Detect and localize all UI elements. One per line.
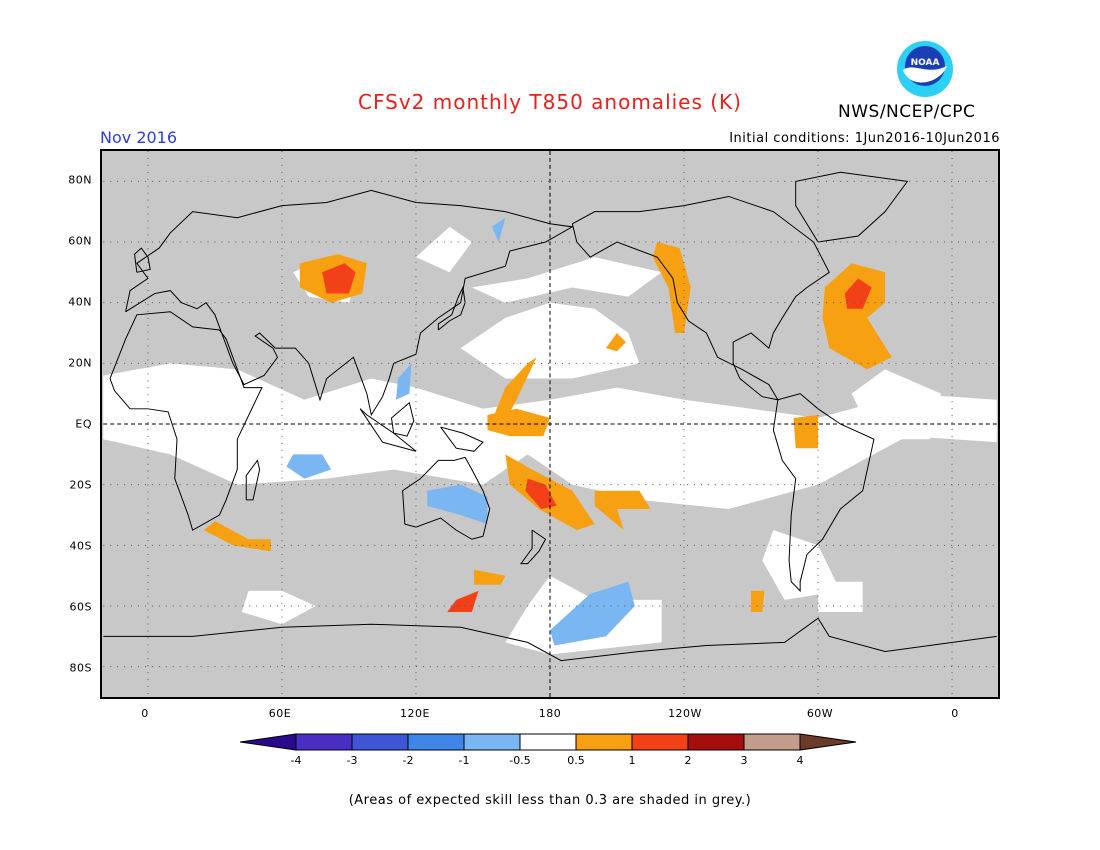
near-zero-area xyxy=(818,581,863,613)
anomaly-shading xyxy=(203,217,892,646)
noaa-logo: NOAA xyxy=(897,41,953,97)
colorbar-tick-label: 1 xyxy=(628,754,636,767)
coastline xyxy=(359,408,417,452)
coastline xyxy=(520,529,547,565)
logo-text: NOAA xyxy=(911,58,940,68)
near-zero-area xyxy=(415,226,472,273)
coastline xyxy=(109,311,263,531)
colorbar-tick-label: 3 xyxy=(740,754,748,767)
colorbar-bin xyxy=(351,733,409,751)
colorbar-bin xyxy=(743,733,801,751)
map-panel xyxy=(100,149,1000,699)
longitude-tick-label: 180 xyxy=(538,707,562,720)
anomaly-patch xyxy=(525,478,557,509)
latitude-tick-label: 80N xyxy=(68,173,92,187)
latitude-tick-label: 60S xyxy=(69,600,92,614)
longitude-tick-label: 0 xyxy=(141,707,149,720)
agency-label: NWS/NCEP/CPC xyxy=(838,102,976,122)
anomaly-patch xyxy=(286,454,332,479)
colorbar-tick-label: -2 xyxy=(402,754,414,767)
coastline xyxy=(134,247,151,273)
colorbar-bin xyxy=(463,733,521,751)
anomaly-patch xyxy=(447,590,479,613)
colorbar-right-extension xyxy=(799,733,857,751)
latitude-tick-label: 80S xyxy=(69,661,92,675)
coastline xyxy=(103,617,997,662)
coastline xyxy=(390,401,415,437)
near-zero-area xyxy=(471,257,662,303)
forecast-period: Nov 2016 xyxy=(100,128,178,147)
near-zero-area xyxy=(851,369,941,440)
longitude-tick-label: 60W xyxy=(806,707,834,720)
anomaly-patch xyxy=(474,569,506,585)
anomaly-patch xyxy=(395,363,412,400)
anomaly-patch xyxy=(844,278,872,309)
longitude-tick-label: 120E xyxy=(400,707,430,720)
latitude-tick-label: 40N xyxy=(68,295,92,309)
near-zero-area xyxy=(241,590,316,625)
latitude-tick-label: 20N xyxy=(68,356,92,370)
colorbar-bin xyxy=(687,733,745,751)
skill-footnote: (Areas of expected skill less than 0.3 a… xyxy=(348,793,752,808)
anomaly-patch xyxy=(605,332,626,352)
colorbar xyxy=(240,733,857,751)
coastlines xyxy=(103,171,997,662)
latitude-tick-label: 20S xyxy=(69,478,92,492)
anomaly-patch xyxy=(203,521,271,552)
anomaly-patch xyxy=(322,263,356,294)
colorbar-bin xyxy=(407,733,465,751)
coastline xyxy=(440,426,484,452)
longitude-tick-label: 120W xyxy=(668,707,702,720)
colorbar-tick-label: -0.5 xyxy=(509,754,531,767)
colorbar-bin xyxy=(519,733,577,751)
colorbar-tick-label: 0.5 xyxy=(567,754,585,767)
anomaly-patch xyxy=(494,357,537,434)
coastline xyxy=(245,459,261,501)
longitude-tick-label: 60E xyxy=(268,707,292,720)
coastline xyxy=(571,195,830,401)
latitude-tick-label: 60N xyxy=(68,234,92,248)
chart-title: CFSv2 monthly T850 anomalies (K) xyxy=(358,90,742,114)
anomaly-patch xyxy=(427,484,488,525)
world-map xyxy=(103,151,997,697)
coastline xyxy=(795,171,909,243)
coastline xyxy=(437,285,466,331)
colorbar-tick-label: 4 xyxy=(796,754,804,767)
anomaly-patch xyxy=(822,263,892,370)
coastline xyxy=(402,456,491,540)
colorbar-bin xyxy=(631,733,689,751)
anomaly-patch xyxy=(594,490,651,531)
anomaly-patch xyxy=(550,581,635,646)
latitude-tick-label: 40S xyxy=(69,539,92,553)
coastline xyxy=(772,393,875,593)
colorbar-tick-label: -1 xyxy=(458,754,470,767)
graticule xyxy=(103,151,997,697)
anomaly-patch xyxy=(652,242,691,333)
colorbar-tick-label: 2 xyxy=(684,754,692,767)
anomaly-patch xyxy=(793,414,819,449)
colorbar-tick-label: -4 xyxy=(290,754,302,767)
initial-conditions: Initial conditions: 1Jun2016-10Jun2016 xyxy=(729,131,1000,146)
longitude-tick-label: 0 xyxy=(951,707,959,720)
anomaly-patch xyxy=(751,590,765,613)
anomaly-patch xyxy=(491,217,506,243)
colorbar-bin xyxy=(295,733,353,751)
colorbar-left-extension xyxy=(240,733,297,751)
colorbar-bin xyxy=(575,733,633,751)
latitude-tick-label: EQ xyxy=(75,417,92,431)
colorbar-tick-label: -3 xyxy=(346,754,358,767)
coastline xyxy=(125,189,574,417)
